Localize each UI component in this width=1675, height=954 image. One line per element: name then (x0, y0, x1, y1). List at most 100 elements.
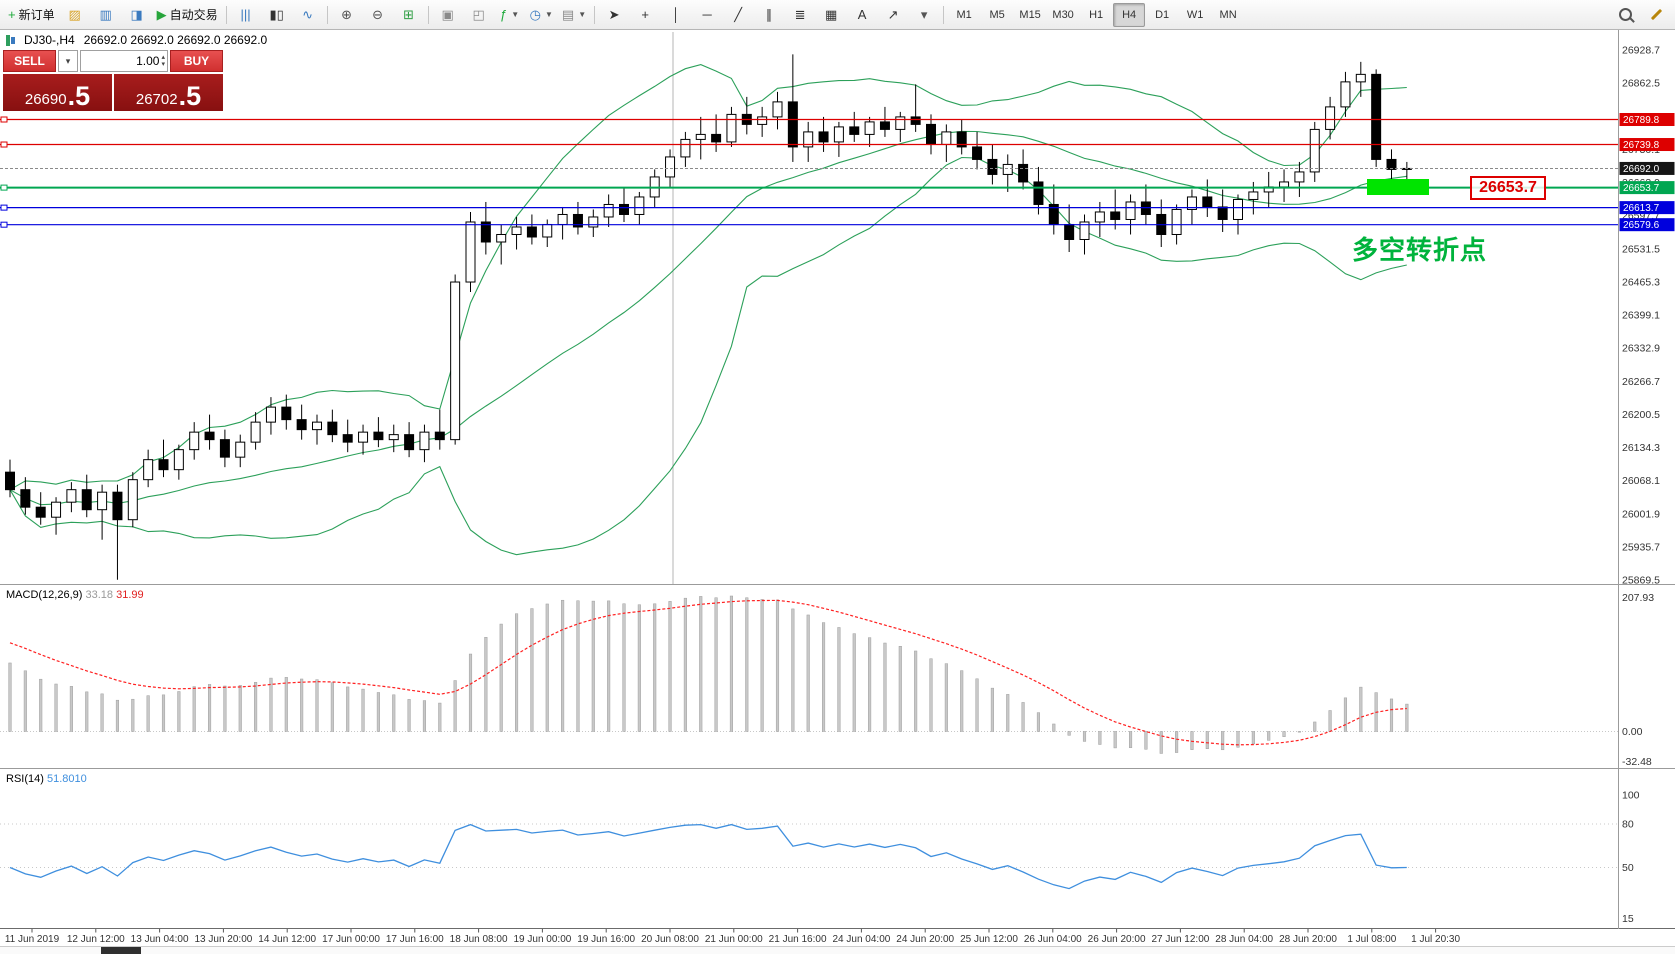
svg-text:24 Jun 04:00: 24 Jun 04:00 (832, 934, 890, 945)
volume-input[interactable]: 1.00 ▴ ▾ (80, 50, 168, 72)
new-order-button-label: 新订单 (18, 8, 55, 22)
line-chart-button[interactable]: ∿ (293, 2, 323, 28)
svg-text:24 Jun 20:00: 24 Jun 20:00 (896, 934, 954, 945)
turning-point-annotation[interactable]: 多空转折点 (1352, 235, 1488, 265)
svg-text:26613.7: 26613.7 (1623, 203, 1660, 214)
svg-text:26 Jun 04:00: 26 Jun 04:00 (1024, 934, 1082, 945)
svg-text:26579.6: 26579.6 (1623, 220, 1660, 231)
svg-text:26531.5: 26531.5 (1622, 243, 1660, 255)
periods-button-dropdown[interactable]: ▼ (544, 10, 553, 19)
timeframe-M30[interactable]: M30 (1052, 8, 1074, 21)
magnifier-icon (1618, 8, 1632, 21)
periods-button[interactable]: ◷ ▼ (526, 2, 557, 28)
sell-price-display[interactable]: 26690 .5 (3, 74, 112, 111)
vertical-line-button[interactable]: │ (661, 2, 691, 28)
objects-list-button[interactable]: ▾ (909, 2, 939, 28)
crosshair-button-icon: + (641, 7, 649, 22)
svg-text:26332.9: 26332.9 (1622, 343, 1660, 355)
toolbar-separator (427, 5, 429, 24)
svg-text:26134.3: 26134.3 (1622, 442, 1660, 454)
templates-button[interactable]: ▤ ▼ (558, 2, 590, 28)
fibonacci-button-icon: ≣ (794, 7, 806, 22)
channel-button[interactable]: ∥ (754, 2, 784, 28)
timeframe-MN[interactable]: MN (1219, 8, 1237, 21)
svg-text:26862.5: 26862.5 (1622, 78, 1660, 90)
svg-text:14 Jun 12:00: 14 Jun 12:00 (258, 934, 316, 945)
cursor-button[interactable]: ➤ (599, 2, 629, 28)
text-button[interactable]: A (847, 2, 877, 28)
arrange-windows-button[interactable]: ▣ (433, 2, 463, 28)
indicators-button-icon: ƒ (500, 7, 508, 22)
price-callout[interactable]: 26653.7 (1470, 176, 1546, 200)
new-window-button[interactable] (1641, 2, 1671, 28)
templates-button-dropdown[interactable]: ▼ (578, 10, 587, 19)
svg-text:1 Jul 08:00: 1 Jul 08:00 (1347, 934, 1396, 945)
timeframe-H1[interactable]: H1 (1089, 8, 1104, 21)
shapes-button-icon: ▦ (824, 7, 838, 22)
shapes-button[interactable]: ▦ (816, 2, 846, 28)
candlestick-chart-button[interactable]: ▮▯ (262, 2, 292, 28)
search-button[interactable] (1610, 2, 1640, 28)
buy-price-display[interactable]: 26702 .5 (114, 74, 223, 111)
chart-ohlc: 26692.0 26692.0 26692.0 26692.0 (83, 33, 268, 47)
indicators-button-dropdown[interactable]: ▼ (511, 10, 520, 19)
timeframe-D1[interactable]: D1 (1155, 8, 1170, 21)
svg-text:21 Jun 00:00: 21 Jun 00:00 (705, 934, 763, 945)
dropdown-arrow-icon: ▾ (65, 55, 71, 66)
svg-text:80: 80 (1622, 819, 1634, 831)
buy-button[interactable]: BUY (170, 50, 223, 72)
data-window-button[interactable]: ◨ (122, 2, 152, 28)
new-order-button[interactable]: + 新订单 (4, 2, 59, 28)
zoom-in-button[interactable]: ⊕ (332, 2, 362, 28)
cascade-windows-button-icon: ◰ (472, 7, 485, 22)
fibonacci-button[interactable]: ≣ (785, 2, 815, 28)
horizontal-line-button[interactable]: ─ (692, 2, 722, 28)
svg-text:26 Jun 20:00: 26 Jun 20:00 (1088, 934, 1146, 945)
indicators-button[interactable]: ƒ ▼ (495, 2, 525, 28)
macd-label: MACD(12,26,9) 33.18 31.99 (6, 589, 144, 601)
scrollbar-thumb[interactable] (101, 947, 141, 954)
pencil-icon (1650, 8, 1662, 21)
tile-windows-button-icon: ⊞ (403, 7, 415, 22)
charts-profile-button[interactable]: ▨ (60, 2, 90, 28)
zoom-out-button[interactable]: ⊖ (363, 2, 393, 28)
cascade-windows-button[interactable]: ◰ (464, 2, 494, 28)
order-type-dropdown[interactable]: ▾ (58, 50, 78, 72)
svg-text:28 Jun 20:00: 28 Jun 20:00 (1279, 934, 1337, 945)
timeframe-M5[interactable]: M5 (989, 8, 1005, 21)
svg-text:19 Jun 16:00: 19 Jun 16:00 (577, 934, 635, 945)
timeframe-W1[interactable]: W1 (1186, 8, 1204, 21)
arrows-button[interactable]: ↗ (878, 2, 908, 28)
svg-text:17 Jun 16:00: 17 Jun 16:00 (386, 934, 444, 945)
timeframe-M1[interactable]: M1 (956, 8, 972, 21)
svg-text:26692.0: 26692.0 (1623, 164, 1660, 175)
volume-down-button[interactable]: ▾ (161, 61, 165, 68)
svg-text:25 Jun 12:00: 25 Jun 12:00 (960, 934, 1018, 945)
auto-trading-button[interactable]: ▶ 自动交易 (153, 2, 222, 28)
auto-trading-button-label: 自动交易 (169, 8, 218, 22)
level-highlight-rect[interactable] (1367, 179, 1429, 195)
sell-button[interactable]: SELL (3, 50, 56, 72)
volume-up-button[interactable]: ▴ (161, 54, 165, 61)
svg-text:0.00: 0.00 (1622, 726, 1643, 738)
svg-text:26001.9: 26001.9 (1622, 508, 1660, 520)
trendline-button[interactable]: ╱ (723, 2, 753, 28)
zoom-out-button-icon: ⊖ (372, 7, 384, 22)
timeframe-M15[interactable]: M15 (1019, 8, 1041, 21)
market-watch-button[interactable]: ▥ (91, 2, 121, 28)
crosshair-button[interactable]: + (630, 2, 660, 28)
svg-text:26789.8: 26789.8 (1623, 115, 1660, 126)
horizontal-scrollbar[interactable] (0, 946, 1675, 954)
bar-chart-button[interactable]: ||| (231, 2, 261, 28)
timeframe-H4[interactable]: H4 (1113, 2, 1146, 27)
toolbar: + 新订单 ▨ ▥ ◨ ▶ 自动交易 ||| ▮▯ ∿ ⊕ ⊖ ⊞ ▣ ◰ ƒ ▼ ◷ ▼ ▤ ▼ ➤ + │ ─ ╱ ∥ ≣ ▦ A ↗ ▾… (0, 0, 1675, 30)
horizontal-level-lines[interactable] (0, 116, 1618, 228)
rsi-name: RSI(14) (6, 773, 44, 785)
buy-price-main: 26702 (135, 90, 178, 108)
rsi-axis: 100 80 50 15 (1622, 790, 1640, 925)
data-window-button-icon: ◨ (130, 7, 143, 22)
tile-windows-button[interactable]: ⊞ (394, 2, 424, 28)
macd-signal-line (9, 599, 1407, 746)
